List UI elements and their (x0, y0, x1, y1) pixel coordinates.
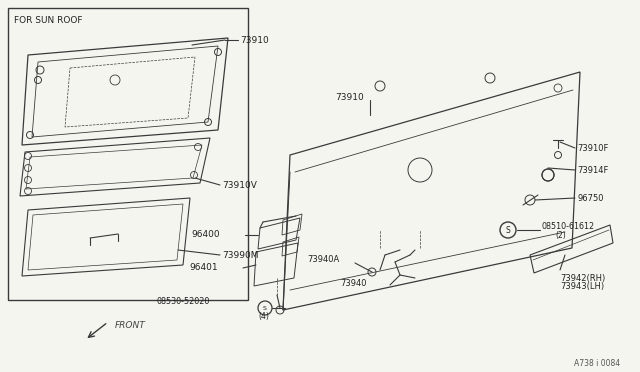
Text: 73990M: 73990M (222, 250, 259, 260)
Text: 73942(RH): 73942(RH) (560, 273, 605, 282)
Text: 08510-61612: 08510-61612 (542, 221, 595, 231)
Text: 73910V: 73910V (222, 180, 257, 189)
Text: 73910: 73910 (240, 35, 269, 45)
Text: FOR SUN ROOF: FOR SUN ROOF (14, 16, 83, 25)
Text: FRONT: FRONT (115, 321, 146, 330)
Text: (4): (4) (258, 312, 269, 321)
Text: 73914F: 73914F (577, 166, 609, 174)
Text: S: S (506, 225, 510, 234)
Text: 73940A: 73940A (307, 256, 339, 264)
Text: (2): (2) (555, 231, 566, 240)
Text: 96400: 96400 (191, 230, 220, 238)
Circle shape (542, 169, 554, 181)
Text: S: S (263, 305, 267, 311)
Text: 73943(LH): 73943(LH) (560, 282, 604, 292)
Text: 08530-52020: 08530-52020 (157, 298, 210, 307)
Text: 96401: 96401 (189, 263, 218, 273)
Bar (8, 8, 248, 300)
Text: 73910F: 73910F (577, 144, 609, 153)
Text: 73940: 73940 (340, 279, 367, 288)
Text: 73910: 73910 (335, 93, 364, 102)
Text: A738 i 0084: A738 i 0084 (574, 359, 620, 368)
Text: 96750: 96750 (577, 193, 604, 202)
